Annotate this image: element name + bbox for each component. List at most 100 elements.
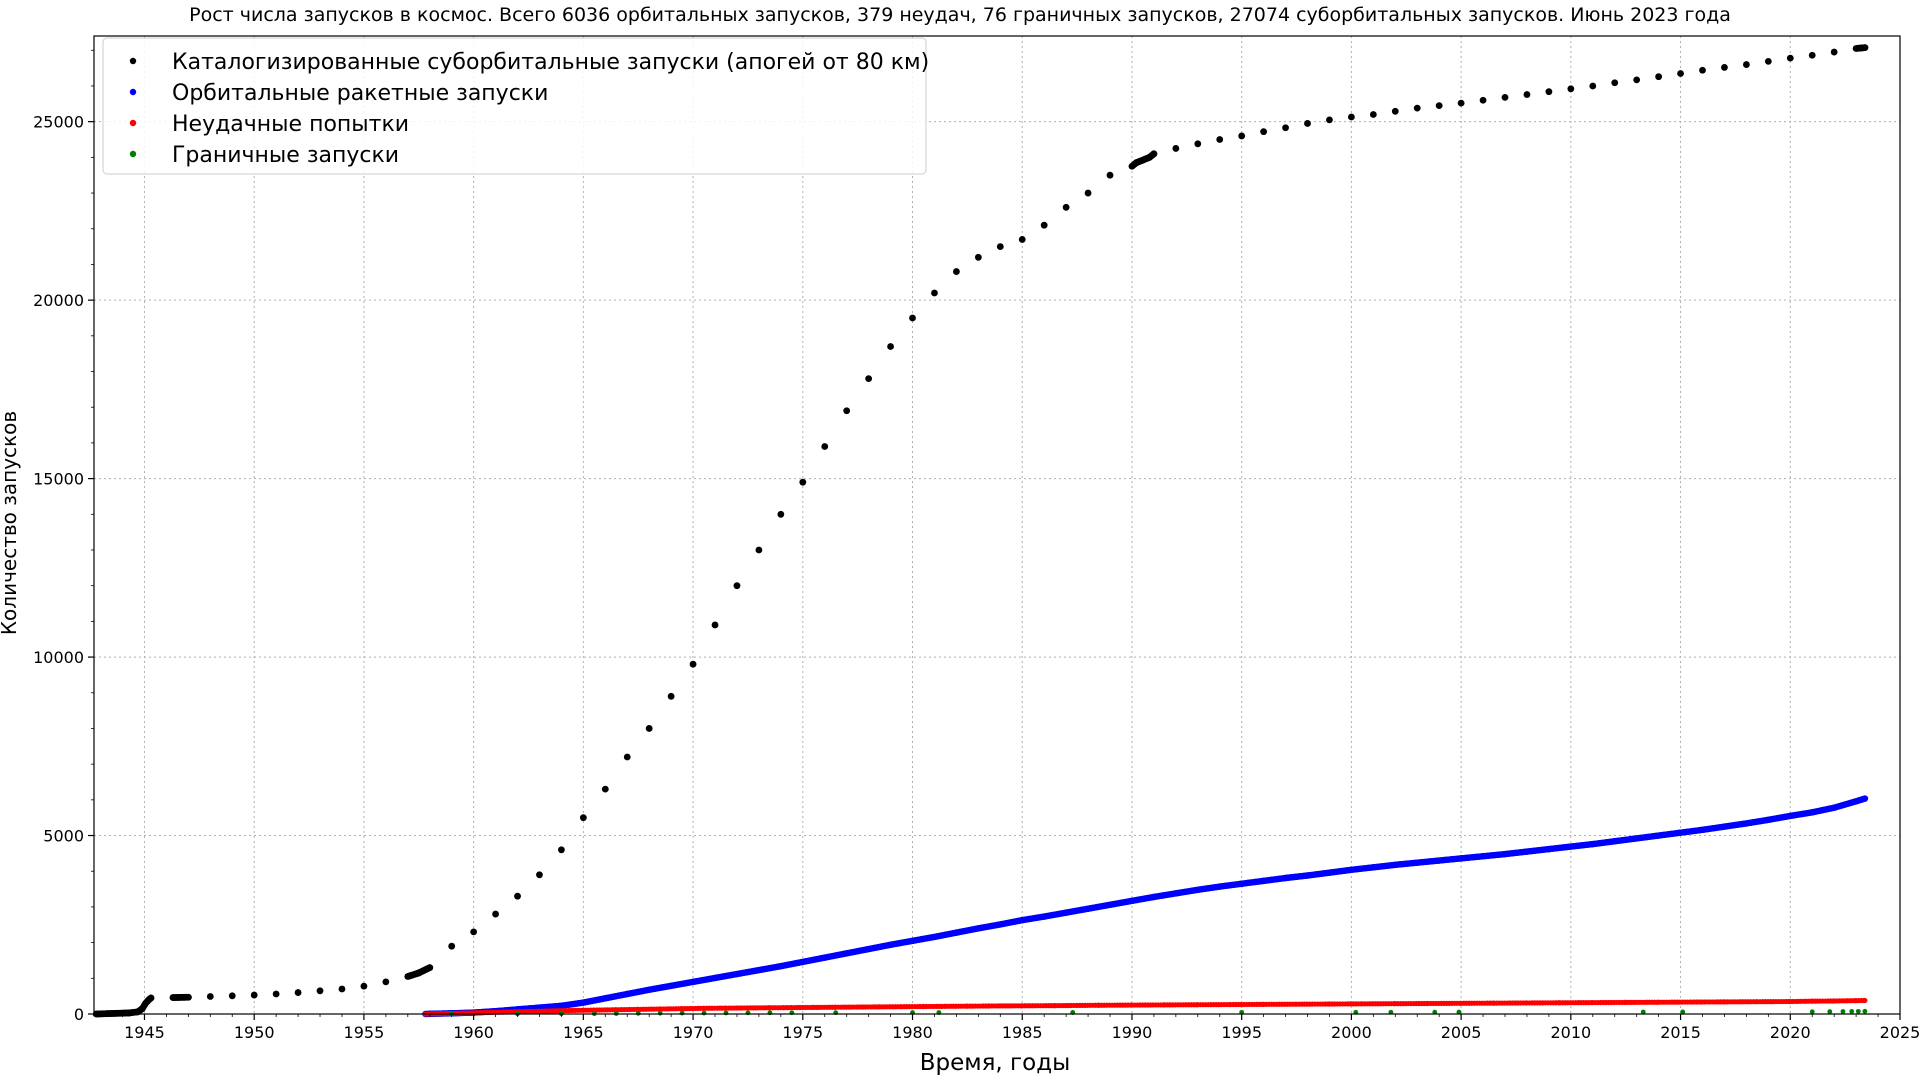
data-point <box>1827 1009 1833 1015</box>
data-point <box>1862 997 1868 1004</box>
data-point <box>184 993 192 1001</box>
data-point <box>1413 104 1421 112</box>
data-point <box>1830 48 1838 56</box>
x-tick-label: 2025 <box>1880 1023 1920 1042</box>
data-point <box>1369 111 1377 118</box>
data-series <box>92 44 1869 1018</box>
data-point <box>1479 96 1487 104</box>
data-point <box>799 478 807 486</box>
x-tick-label: 1990 <box>1112 1023 1153 1042</box>
x-tick-label: 2000 <box>1331 1023 1372 1042</box>
x-tick-label: 1945 <box>124 1023 165 1042</box>
data-point <box>1391 107 1399 115</box>
data-point <box>1861 44 1869 52</box>
x-tick-label: 1960 <box>453 1023 494 1042</box>
data-point <box>426 964 434 971</box>
data-point <box>1326 116 1333 124</box>
data-point <box>865 375 873 383</box>
data-point <box>1699 66 1706 74</box>
data-point <box>1721 64 1728 71</box>
data-point <box>657 1010 663 1016</box>
y-tick-label: 10000 <box>33 648 84 667</box>
data-point <box>206 993 214 1000</box>
data-point <box>1611 79 1619 87</box>
x-tick-label: 2010 <box>1550 1023 1591 1042</box>
data-point <box>1238 132 1246 140</box>
x-tick-label: 1955 <box>344 1023 385 1042</box>
data-point <box>1282 124 1289 132</box>
data-point <box>579 814 587 822</box>
data-point <box>1589 82 1597 90</box>
data-point <box>1808 51 1816 59</box>
data-point <box>1304 120 1311 127</box>
x-tick-label: 1985 <box>1002 1023 1043 1042</box>
data-point <box>1501 93 1509 101</box>
x-tick-label: 1965 <box>563 1023 604 1042</box>
data-point <box>1786 54 1794 62</box>
data-point <box>1523 91 1531 98</box>
x-tick-label: 2020 <box>1770 1023 1811 1042</box>
data-point <box>1680 1009 1686 1015</box>
data-point <box>558 846 565 854</box>
legend-box <box>102 37 927 175</box>
data-point <box>536 871 543 879</box>
data-point <box>679 1010 685 1016</box>
data-point <box>1545 88 1553 96</box>
y-tick-label: 20000 <box>33 291 84 310</box>
data-point <box>887 343 894 350</box>
data-point <box>635 1010 641 1016</box>
data-point <box>470 928 478 936</box>
legend-label-boundary: Граничные запуски <box>172 143 399 168</box>
data-point <box>1150 150 1158 158</box>
data-point <box>360 982 368 990</box>
data-point <box>514 892 521 900</box>
data-point <box>1456 1009 1462 1015</box>
legend-label-suborbital: Каталогизированные суборбитальные запуск… <box>172 50 929 75</box>
data-point <box>1855 1008 1861 1014</box>
data-point <box>821 443 829 450</box>
y-tick-label: 25000 <box>33 113 84 132</box>
x-tick-label: 1970 <box>673 1023 714 1042</box>
data-point <box>843 407 851 415</box>
data-point <box>1840 1009 1846 1014</box>
data-point <box>701 1010 707 1016</box>
data-point <box>1655 73 1663 81</box>
data-point <box>1457 99 1465 107</box>
x-tick-label: 1950 <box>234 1023 275 1042</box>
data-point <box>1809 1009 1815 1015</box>
data-point <box>1194 140 1202 148</box>
data-point <box>1742 61 1750 68</box>
data-point <box>228 992 236 1000</box>
data-point <box>1040 221 1048 229</box>
x-tick-label: 1980 <box>892 1023 933 1042</box>
axis-ticks: 1945 1950 1955 1960 1965 1970 1975 1980 1985 1990… <box>33 49 1920 1042</box>
data-point <box>777 510 785 518</box>
data-point <box>448 942 456 950</box>
data-point <box>1861 795 1869 802</box>
plot-frame <box>93 35 1901 1015</box>
data-point <box>316 987 324 995</box>
data-point <box>1432 1009 1438 1015</box>
data-point <box>338 985 346 993</box>
data-point <box>1084 189 1092 197</box>
data-point <box>294 989 302 996</box>
data-point <box>1018 236 1026 243</box>
data-point <box>1862 1008 1868 1014</box>
x-axis-label: Время, годы <box>920 1050 1071 1076</box>
data-point <box>645 725 653 732</box>
legend-marker-boundary <box>129 150 137 158</box>
legend: Каталогизированные суборбитальные запуск… <box>102 37 929 175</box>
data-point <box>1062 203 1070 211</box>
data-point <box>1633 76 1641 84</box>
y-tick-label: 5000 <box>43 827 84 846</box>
data-point <box>1435 102 1443 110</box>
legend-label-orbital: Орбитальные ракетные запуски <box>172 81 548 106</box>
data-point <box>711 621 719 629</box>
data-point <box>623 753 631 761</box>
data-point <box>1106 171 1114 179</box>
legend-marker-suborbital <box>129 57 137 65</box>
data-point <box>272 990 280 998</box>
y-tick-label: 0 <box>74 1005 84 1024</box>
grid-lines <box>94 36 1901 1015</box>
